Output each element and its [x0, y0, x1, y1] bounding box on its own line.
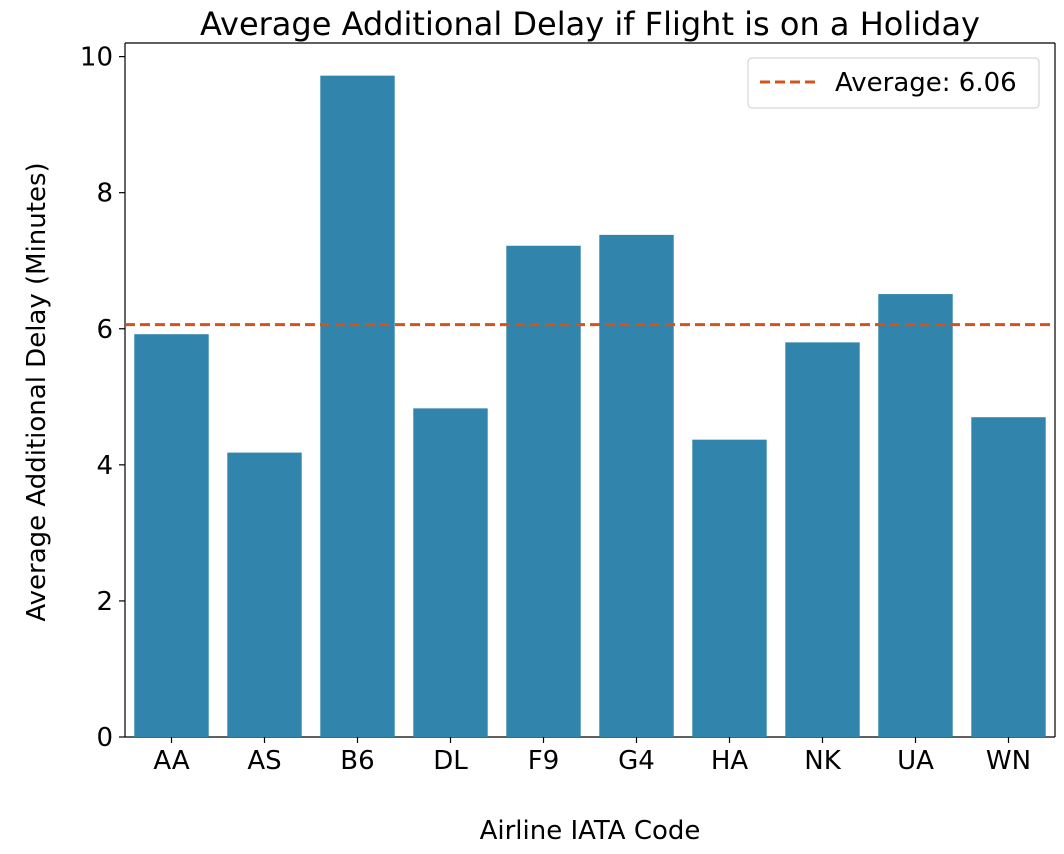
x-axis-ticks: AA AS B6 DL F9 G4 HA NK UA WN	[153, 737, 1031, 776]
x-tick-label: UA	[897, 746, 934, 776]
bar-wn	[971, 417, 1046, 737]
bar-ha	[692, 439, 767, 737]
y-tick-label: 2	[96, 587, 113, 617]
chart-title: Average Additional Delay if Flight is on…	[200, 5, 980, 43]
x-tick-label: WN	[986, 746, 1031, 776]
bar-as	[227, 452, 302, 737]
legend-box	[747, 57, 1040, 109]
legend: Average: 6.06	[747, 57, 1040, 109]
bar-g4	[599, 234, 674, 737]
y-axis-ticks: 0 2 4 6 8 10	[80, 43, 125, 753]
bar-dl	[413, 408, 488, 737]
bar-nk	[785, 342, 860, 737]
legend-label: Average: 6.06	[835, 68, 1017, 98]
bar-ua	[878, 294, 953, 737]
x-tick-label: AA	[153, 746, 190, 776]
bar-f9	[506, 245, 581, 737]
y-tick-label: 6	[96, 315, 113, 345]
bars	[134, 75, 1046, 738]
x-tick-label: B6	[340, 746, 374, 776]
y-tick-label: 0	[96, 723, 113, 753]
y-tick-label: 4	[96, 451, 113, 481]
y-axis-label: Average Additional Delay (Minutes)	[22, 162, 52, 621]
bar-aa	[134, 334, 209, 737]
x-tick-label: AS	[247, 746, 281, 776]
x-tick-label: G4	[618, 746, 655, 776]
x-tick-label: HA	[711, 746, 749, 776]
x-tick-label: NK	[804, 746, 841, 776]
x-axis-label: Airline IATA Code	[480, 816, 701, 846]
y-tick-label: 10	[80, 43, 113, 73]
y-tick-label: 8	[96, 179, 113, 209]
bar-b6	[320, 75, 395, 738]
x-tick-label: DL	[433, 746, 468, 776]
x-tick-label: F9	[528, 746, 560, 776]
